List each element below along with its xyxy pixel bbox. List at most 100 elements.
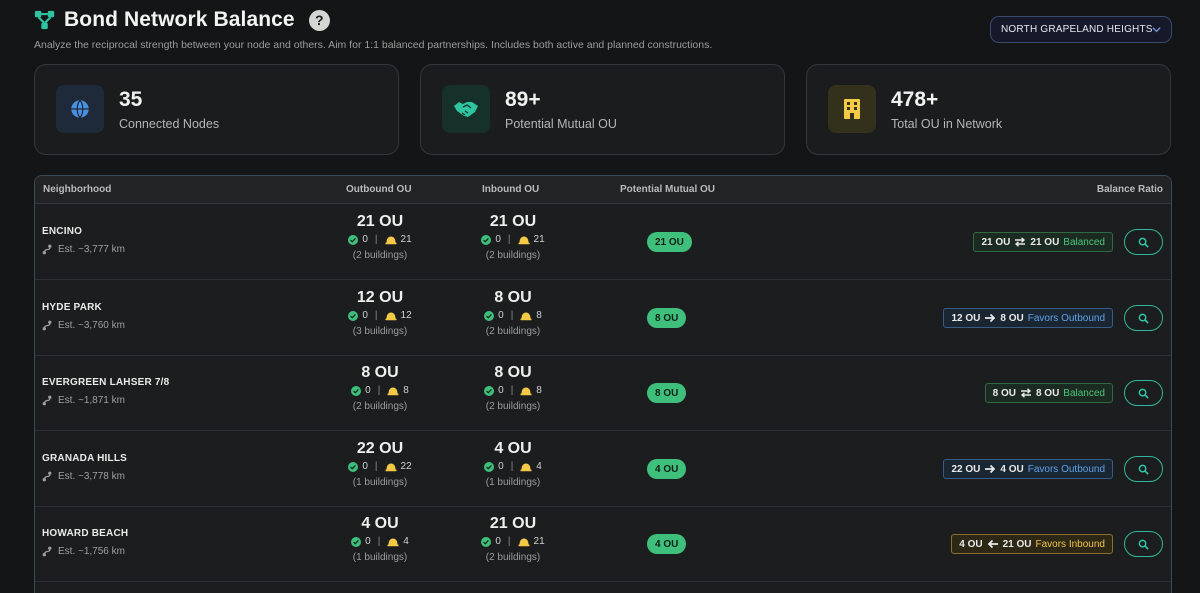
- outbound-active: 0: [365, 536, 371, 547]
- distance-text: Est. ~1,871 km: [58, 395, 125, 406]
- inbound-buildings: (2 buildings): [485, 552, 541, 563]
- inbound-breakdown: 0 | 21: [448, 234, 578, 245]
- balance-table: Neighborhood Outbound OU Inbound OU Pote…: [34, 175, 1172, 593]
- ratio-left: 4 OU: [959, 538, 983, 550]
- view-details-button[interactable]: [1124, 531, 1163, 557]
- ratio-right: 21 OU: [1030, 236, 1060, 248]
- inbound-cell: 21 OU 0 | 21 (2 buildings): [448, 515, 578, 563]
- mutual-ou-pill: 8 OU: [647, 308, 687, 328]
- region-select-value: NORTH GRAPELAND HEIGHTS: [1001, 24, 1153, 35]
- mutual-ou-pill: 8 OU: [647, 383, 687, 403]
- divider: |: [507, 536, 511, 547]
- neighborhood-distance: Est. ~3,777 km: [42, 244, 125, 255]
- outbound-cell: 12 OU 0 | 12 (3 buildings): [315, 289, 445, 337]
- mutual-ou-pill: 4 OU: [647, 534, 687, 554]
- header-outbound[interactable]: Outbound OU: [346, 184, 412, 195]
- outbound-breakdown: 0 | 21: [315, 234, 445, 245]
- inbound-planned: 21: [533, 234, 545, 245]
- outbound-total: 4 OU: [361, 515, 399, 532]
- hard-hat-icon: [520, 312, 532, 320]
- divider: |: [510, 310, 514, 321]
- inbound-cell: 8 OU 0 | 8 (2 buildings): [448, 364, 578, 412]
- divider: |: [377, 385, 381, 396]
- header-neighborhood[interactable]: Neighborhood: [43, 184, 112, 195]
- stat-label: Connected Nodes: [119, 117, 220, 131]
- outbound-planned: 12: [400, 310, 412, 321]
- route-icon: [42, 320, 52, 331]
- inbound-breakdown: 0 | 4: [448, 461, 578, 472]
- check-circle-icon: [481, 234, 492, 245]
- balance-ratio-badge: 22 OU 4 OU Favors Outbound: [943, 459, 1113, 479]
- route-icon: [42, 395, 52, 406]
- outbound-cell: 4 OU 0 | 4 (1 buildings): [315, 515, 445, 563]
- page-title: Bond Network Balance: [64, 8, 295, 31]
- network-logo-icon: [34, 10, 55, 30]
- route-icon: [42, 471, 52, 482]
- check-circle-icon: [481, 536, 492, 547]
- ratio-left: 21 OU: [981, 236, 1011, 248]
- swap-arrows-icon: [1020, 388, 1032, 398]
- inbound-active: 0: [498, 310, 504, 321]
- outbound-total: 8 OU: [361, 364, 399, 381]
- outbound-active: 0: [362, 310, 368, 321]
- ratio-status: Balanced: [1063, 387, 1105, 399]
- check-circle-icon: [484, 461, 495, 472]
- hard-hat-icon: [387, 387, 399, 395]
- check-circle-icon: [484, 385, 495, 396]
- view-details-button[interactable]: [1124, 380, 1163, 406]
- distance-text: Est. ~3,777 km: [58, 244, 125, 255]
- ratio-status: Favors Outbound: [1027, 312, 1105, 324]
- page-header: Bond Network Balance ? Analyze the recip…: [34, 8, 712, 51]
- header-balance-ratio[interactable]: Balance Ratio: [1096, 184, 1163, 195]
- stat-label: Potential Mutual OU: [505, 117, 617, 131]
- outbound-breakdown: 0 | 4: [315, 536, 445, 547]
- help-icon[interactable]: ?: [308, 9, 330, 31]
- swap-arrows-icon: [1015, 237, 1026, 247]
- neighborhood-distance: Est. ~3,760 km: [42, 320, 125, 331]
- region-select[interactable]: NORTH GRAPELAND HEIGHTS: [990, 16, 1172, 43]
- search-icon: [1138, 388, 1149, 398]
- ratio-right: 4 OU: [1000, 463, 1024, 475]
- header-mutual[interactable]: Potential Mutual OU: [620, 184, 715, 195]
- building-icon: [828, 85, 876, 133]
- outbound-planned: 4: [403, 536, 409, 547]
- outbound-planned: 22: [400, 461, 412, 472]
- table-row: ENCINO Est. ~3,777 km 21 OU 0 | 21 (2 building…: [35, 204, 1171, 280]
- inbound-buildings: (2 buildings): [485, 250, 541, 261]
- route-icon: [42, 546, 52, 557]
- inbound-breakdown: 0 | 8: [448, 310, 578, 321]
- check-circle-icon: [484, 310, 495, 321]
- ratio-left: 22 OU: [951, 463, 981, 475]
- view-details-button[interactable]: [1124, 305, 1163, 331]
- ratio-status: Favors Inbound: [1035, 538, 1106, 550]
- inbound-buildings: (2 buildings): [485, 401, 541, 412]
- ratio-right: 8 OU: [1000, 312, 1024, 324]
- hard-hat-icon: [518, 236, 530, 244]
- header-inbound[interactable]: Inbound OU: [482, 184, 540, 195]
- divider: |: [510, 385, 514, 396]
- outbound-cell: 8 OU 0 | 8 (2 buildings): [315, 364, 445, 412]
- view-details-button[interactable]: [1124, 456, 1163, 482]
- inbound-planned: 4: [536, 461, 542, 472]
- outbound-breakdown: 0 | 22: [315, 461, 445, 472]
- stat-value: 89+: [505, 88, 541, 111]
- balance-ratio-badge: 8 OU 8 OU Balanced: [984, 383, 1113, 403]
- check-circle-icon: [351, 536, 362, 547]
- stat-card-potential-mutual: 89+ Potential Mutual OU: [420, 64, 785, 155]
- divider: |: [374, 234, 378, 245]
- ratio-left: 8 OU: [992, 387, 1016, 399]
- table-row: EVERGREEN LAHSER 7/8 Est. ~1,871 km 8 OU 0 |…: [35, 355, 1171, 431]
- table-row: GRANADA HILLS Est. ~3,778 km 22 OU 0 | 22 (1 b…: [35, 431, 1171, 507]
- distance-text: Est. ~1,756 km: [58, 546, 125, 557]
- ratio-right: 21 OU: [1002, 538, 1032, 550]
- mutual-ou-pill: 4 OU: [647, 459, 687, 479]
- hard-hat-icon: [520, 463, 532, 471]
- view-details-button[interactable]: [1124, 229, 1163, 255]
- balance-ratio-badge: 12 OU 8 OU Favors Outbound: [943, 308, 1113, 328]
- outbound-active: 0: [362, 461, 368, 472]
- divider: |: [507, 234, 511, 245]
- neighborhood-name: ENCINO: [42, 226, 83, 237]
- outbound-buildings: (3 buildings): [352, 326, 408, 337]
- outbound-active: 0: [362, 234, 368, 245]
- inbound-active: 0: [495, 536, 501, 547]
